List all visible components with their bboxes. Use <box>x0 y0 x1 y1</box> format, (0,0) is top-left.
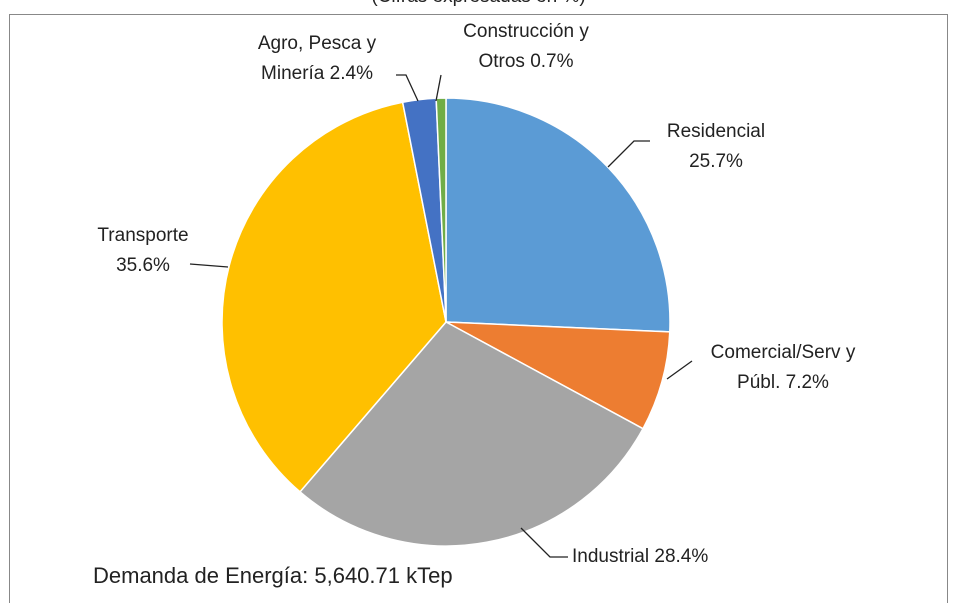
slice-label: Residencial 25.7% <box>651 117 781 177</box>
slice-label: Transporte 35.6% <box>83 221 203 281</box>
slice-label: Construcción y Otros 0.7% <box>441 17 611 77</box>
value-label: 0.7% <box>530 51 574 72</box>
pie <box>221 97 671 547</box>
category-label: Transporte <box>97 225 189 246</box>
leader-lines <box>189 74 693 558</box>
value-label: 2.4% <box>329 63 373 84</box>
pie-slice <box>445 97 671 333</box>
chart-subtitle: (Cifras expresadas en %) <box>0 0 957 8</box>
category-label: Comercial/Serv y Públ. <box>710 342 856 393</box>
value-label: 35.6% <box>116 255 170 276</box>
leader-line <box>520 527 568 558</box>
leader-line <box>607 140 650 168</box>
leader-line <box>666 360 693 380</box>
category-label: Construcción y Otros <box>463 21 589 72</box>
slice-label: Agro, Pesca y Minería 2.4% <box>237 29 397 89</box>
pie-slice <box>221 101 447 493</box>
pie-slice <box>445 321 671 430</box>
leader-line <box>189 263 229 268</box>
leader-line <box>396 74 419 102</box>
value-label: 25.7% <box>689 151 743 172</box>
slice-label: Industrial 28.4% <box>572 542 772 572</box>
value-label: 7.2% <box>785 372 829 393</box>
chart-border <box>9 14 948 603</box>
category-label: Industrial <box>572 546 650 567</box>
leader-line <box>435 74 442 102</box>
category-label: Residencial <box>666 121 766 142</box>
pie-slice <box>298 321 644 547</box>
slice-label: Comercial/Serv y Públ. 7.2% <box>693 338 873 398</box>
annotation: Demanda de Energía: 5,640.71 kTep <box>93 563 453 588</box>
value-label: 28.4% <box>654 546 709 567</box>
category-label: Agro, Pesca y Minería <box>257 33 377 84</box>
